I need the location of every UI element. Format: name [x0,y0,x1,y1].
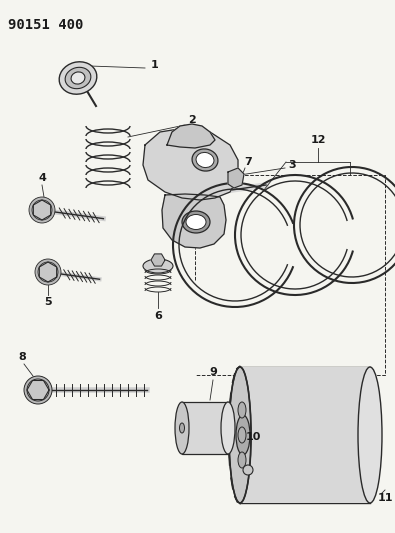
Circle shape [29,197,55,223]
Text: 90151 400: 90151 400 [8,18,83,32]
Text: 10: 10 [245,432,261,442]
Text: 6: 6 [154,311,162,321]
Text: 8: 8 [18,352,26,362]
Polygon shape [33,200,51,220]
Text: 1: 1 [151,60,159,70]
Circle shape [243,465,253,475]
Polygon shape [27,381,49,400]
Ellipse shape [182,211,210,233]
Bar [240,367,370,503]
Ellipse shape [238,402,246,418]
Text: 7: 7 [244,157,252,167]
Ellipse shape [236,415,250,455]
Polygon shape [143,128,238,200]
Text: 5: 5 [44,297,52,307]
Ellipse shape [192,149,218,171]
Polygon shape [162,194,226,248]
Circle shape [24,376,52,404]
Ellipse shape [229,367,251,503]
Ellipse shape [179,423,184,433]
Text: 2: 2 [188,115,196,125]
Ellipse shape [221,402,235,454]
Ellipse shape [186,214,206,230]
Text: 3: 3 [288,160,296,170]
Circle shape [35,259,61,285]
Text: 11: 11 [377,493,393,503]
Circle shape [27,379,49,401]
Text: 9: 9 [209,367,217,377]
Ellipse shape [196,152,214,167]
Ellipse shape [71,72,85,84]
Ellipse shape [59,62,97,94]
Bar [182,402,228,454]
Circle shape [32,200,52,220]
Ellipse shape [143,259,173,273]
Text: 12: 12 [310,135,326,145]
Ellipse shape [65,67,91,88]
Polygon shape [167,124,215,148]
Ellipse shape [238,427,246,443]
Circle shape [38,262,58,282]
Ellipse shape [238,452,246,468]
Polygon shape [228,168,244,188]
Text: 4: 4 [38,173,46,183]
Ellipse shape [358,367,382,503]
Ellipse shape [175,402,189,454]
Polygon shape [151,254,165,266]
Polygon shape [40,262,56,282]
